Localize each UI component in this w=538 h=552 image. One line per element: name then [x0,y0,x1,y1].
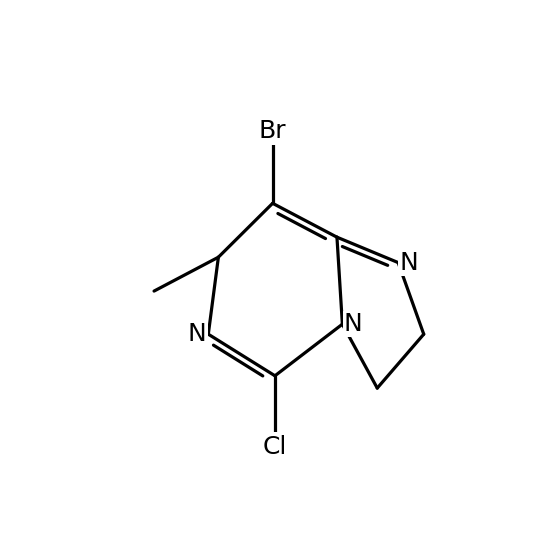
Text: N: N [400,251,419,274]
Text: Br: Br [259,119,286,142]
Text: Cl: Cl [263,435,287,459]
Text: N: N [188,322,207,346]
Text: N: N [344,312,363,336]
